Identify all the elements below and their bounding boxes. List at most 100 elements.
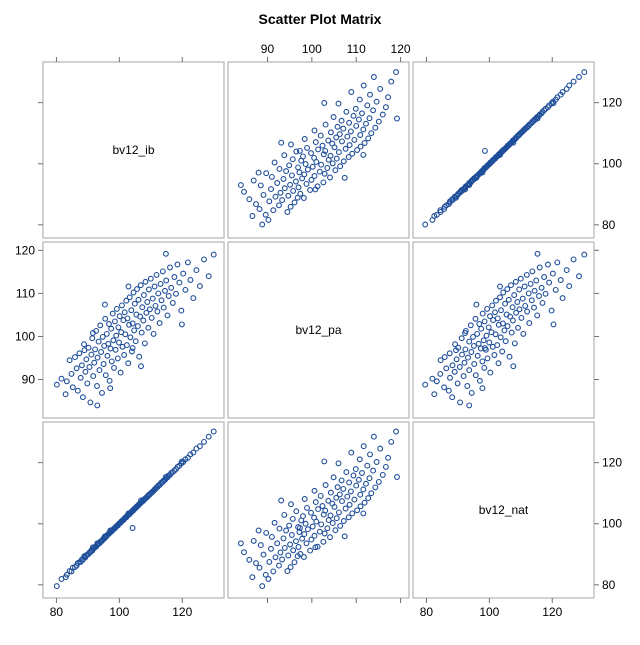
data-point — [134, 286, 140, 293]
data-point — [284, 568, 291, 575]
data-point — [58, 375, 65, 382]
data-point — [128, 307, 135, 314]
data-point — [373, 459, 380, 465]
cell-frame — [412, 421, 595, 599]
data-point — [524, 308, 531, 315]
data-point — [253, 201, 259, 208]
data-point — [454, 380, 461, 387]
data-point — [457, 399, 464, 406]
data-point — [266, 558, 273, 565]
data-point — [341, 533, 348, 540]
data-point — [308, 150, 314, 157]
data-point — [53, 381, 60, 388]
data-point — [155, 290, 162, 297]
data-point — [307, 547, 314, 554]
data-point — [340, 518, 347, 524]
data-point — [105, 340, 112, 347]
cell-bv12_pa-vs-bv12_nat — [412, 241, 595, 419]
data-point — [336, 131, 343, 138]
data-point — [343, 108, 350, 115]
data-point — [474, 330, 481, 337]
data-point — [360, 510, 367, 517]
data-point — [156, 320, 163, 327]
data-point — [509, 304, 516, 311]
data-point — [346, 479, 353, 486]
data-point — [466, 402, 473, 409]
x-tick-label: 120 — [172, 605, 192, 619]
data-point — [90, 373, 97, 380]
data-point — [81, 347, 88, 354]
data-point — [529, 268, 536, 275]
data-point — [281, 152, 288, 159]
data-point — [164, 312, 171, 319]
data-point — [107, 345, 114, 352]
matrix-cells: bv12_ib bv12_pa bv12_nat — [42, 61, 595, 599]
data-point — [333, 515, 340, 522]
data-point — [107, 527, 114, 534]
data-point — [557, 277, 564, 283]
data-point — [388, 438, 395, 445]
data-point — [372, 124, 379, 131]
data-point — [354, 147, 361, 153]
data-point — [297, 190, 304, 197]
data-point — [132, 338, 139, 345]
data-point — [158, 297, 165, 304]
data-point — [176, 279, 183, 286]
data-point — [196, 283, 203, 290]
data-point — [346, 501, 353, 508]
cell-frame — [412, 241, 595, 419]
data-point — [115, 324, 122, 331]
data-point — [498, 307, 504, 314]
data-point — [347, 128, 354, 135]
data-point — [467, 322, 474, 329]
data-point — [81, 553, 88, 560]
data-point — [470, 342, 477, 349]
data-point — [541, 274, 548, 280]
data-point — [462, 186, 469, 193]
data-point — [581, 69, 588, 76]
data-point — [241, 188, 247, 195]
data-point — [329, 520, 336, 527]
data-point — [147, 275, 154, 282]
data-point — [295, 164, 302, 171]
data-point — [502, 300, 509, 307]
data-point — [146, 306, 153, 313]
data-point — [268, 186, 274, 193]
data-point — [497, 151, 503, 158]
data-point — [63, 571, 70, 578]
data-point — [97, 322, 104, 329]
data-point — [89, 544, 96, 551]
data-point — [517, 275, 524, 282]
data-point — [519, 295, 526, 302]
data-point — [506, 353, 513, 360]
data-point — [129, 345, 136, 352]
data-point — [360, 126, 367, 133]
data-point — [539, 108, 546, 115]
data-point — [333, 155, 340, 162]
data-point — [114, 355, 121, 362]
data-point — [352, 105, 359, 112]
data-point — [196, 443, 203, 450]
data-point — [139, 304, 146, 311]
data-point — [108, 325, 115, 332]
data-point — [304, 504, 310, 511]
cell-bv12_pa-vs-bv12_pa: bv12_pa — [227, 241, 410, 419]
data-point — [382, 104, 389, 111]
data-point — [205, 273, 212, 280]
data-point — [250, 177, 257, 184]
data-point — [346, 119, 353, 126]
data-point — [138, 363, 144, 370]
data-point — [311, 532, 318, 539]
data-point — [79, 394, 86, 401]
data-point — [338, 117, 345, 124]
data-point — [279, 197, 286, 204]
cell-bv12_nat-vs-bv12_pa — [227, 421, 410, 599]
data-point — [316, 168, 323, 175]
data-point — [379, 111, 386, 118]
data-point — [504, 286, 511, 293]
data-point — [296, 147, 303, 154]
data-point — [333, 134, 340, 141]
data-point — [441, 203, 448, 210]
cell-bv12_pa-vs-bv12_ib — [42, 241, 225, 419]
data-point — [321, 100, 328, 106]
